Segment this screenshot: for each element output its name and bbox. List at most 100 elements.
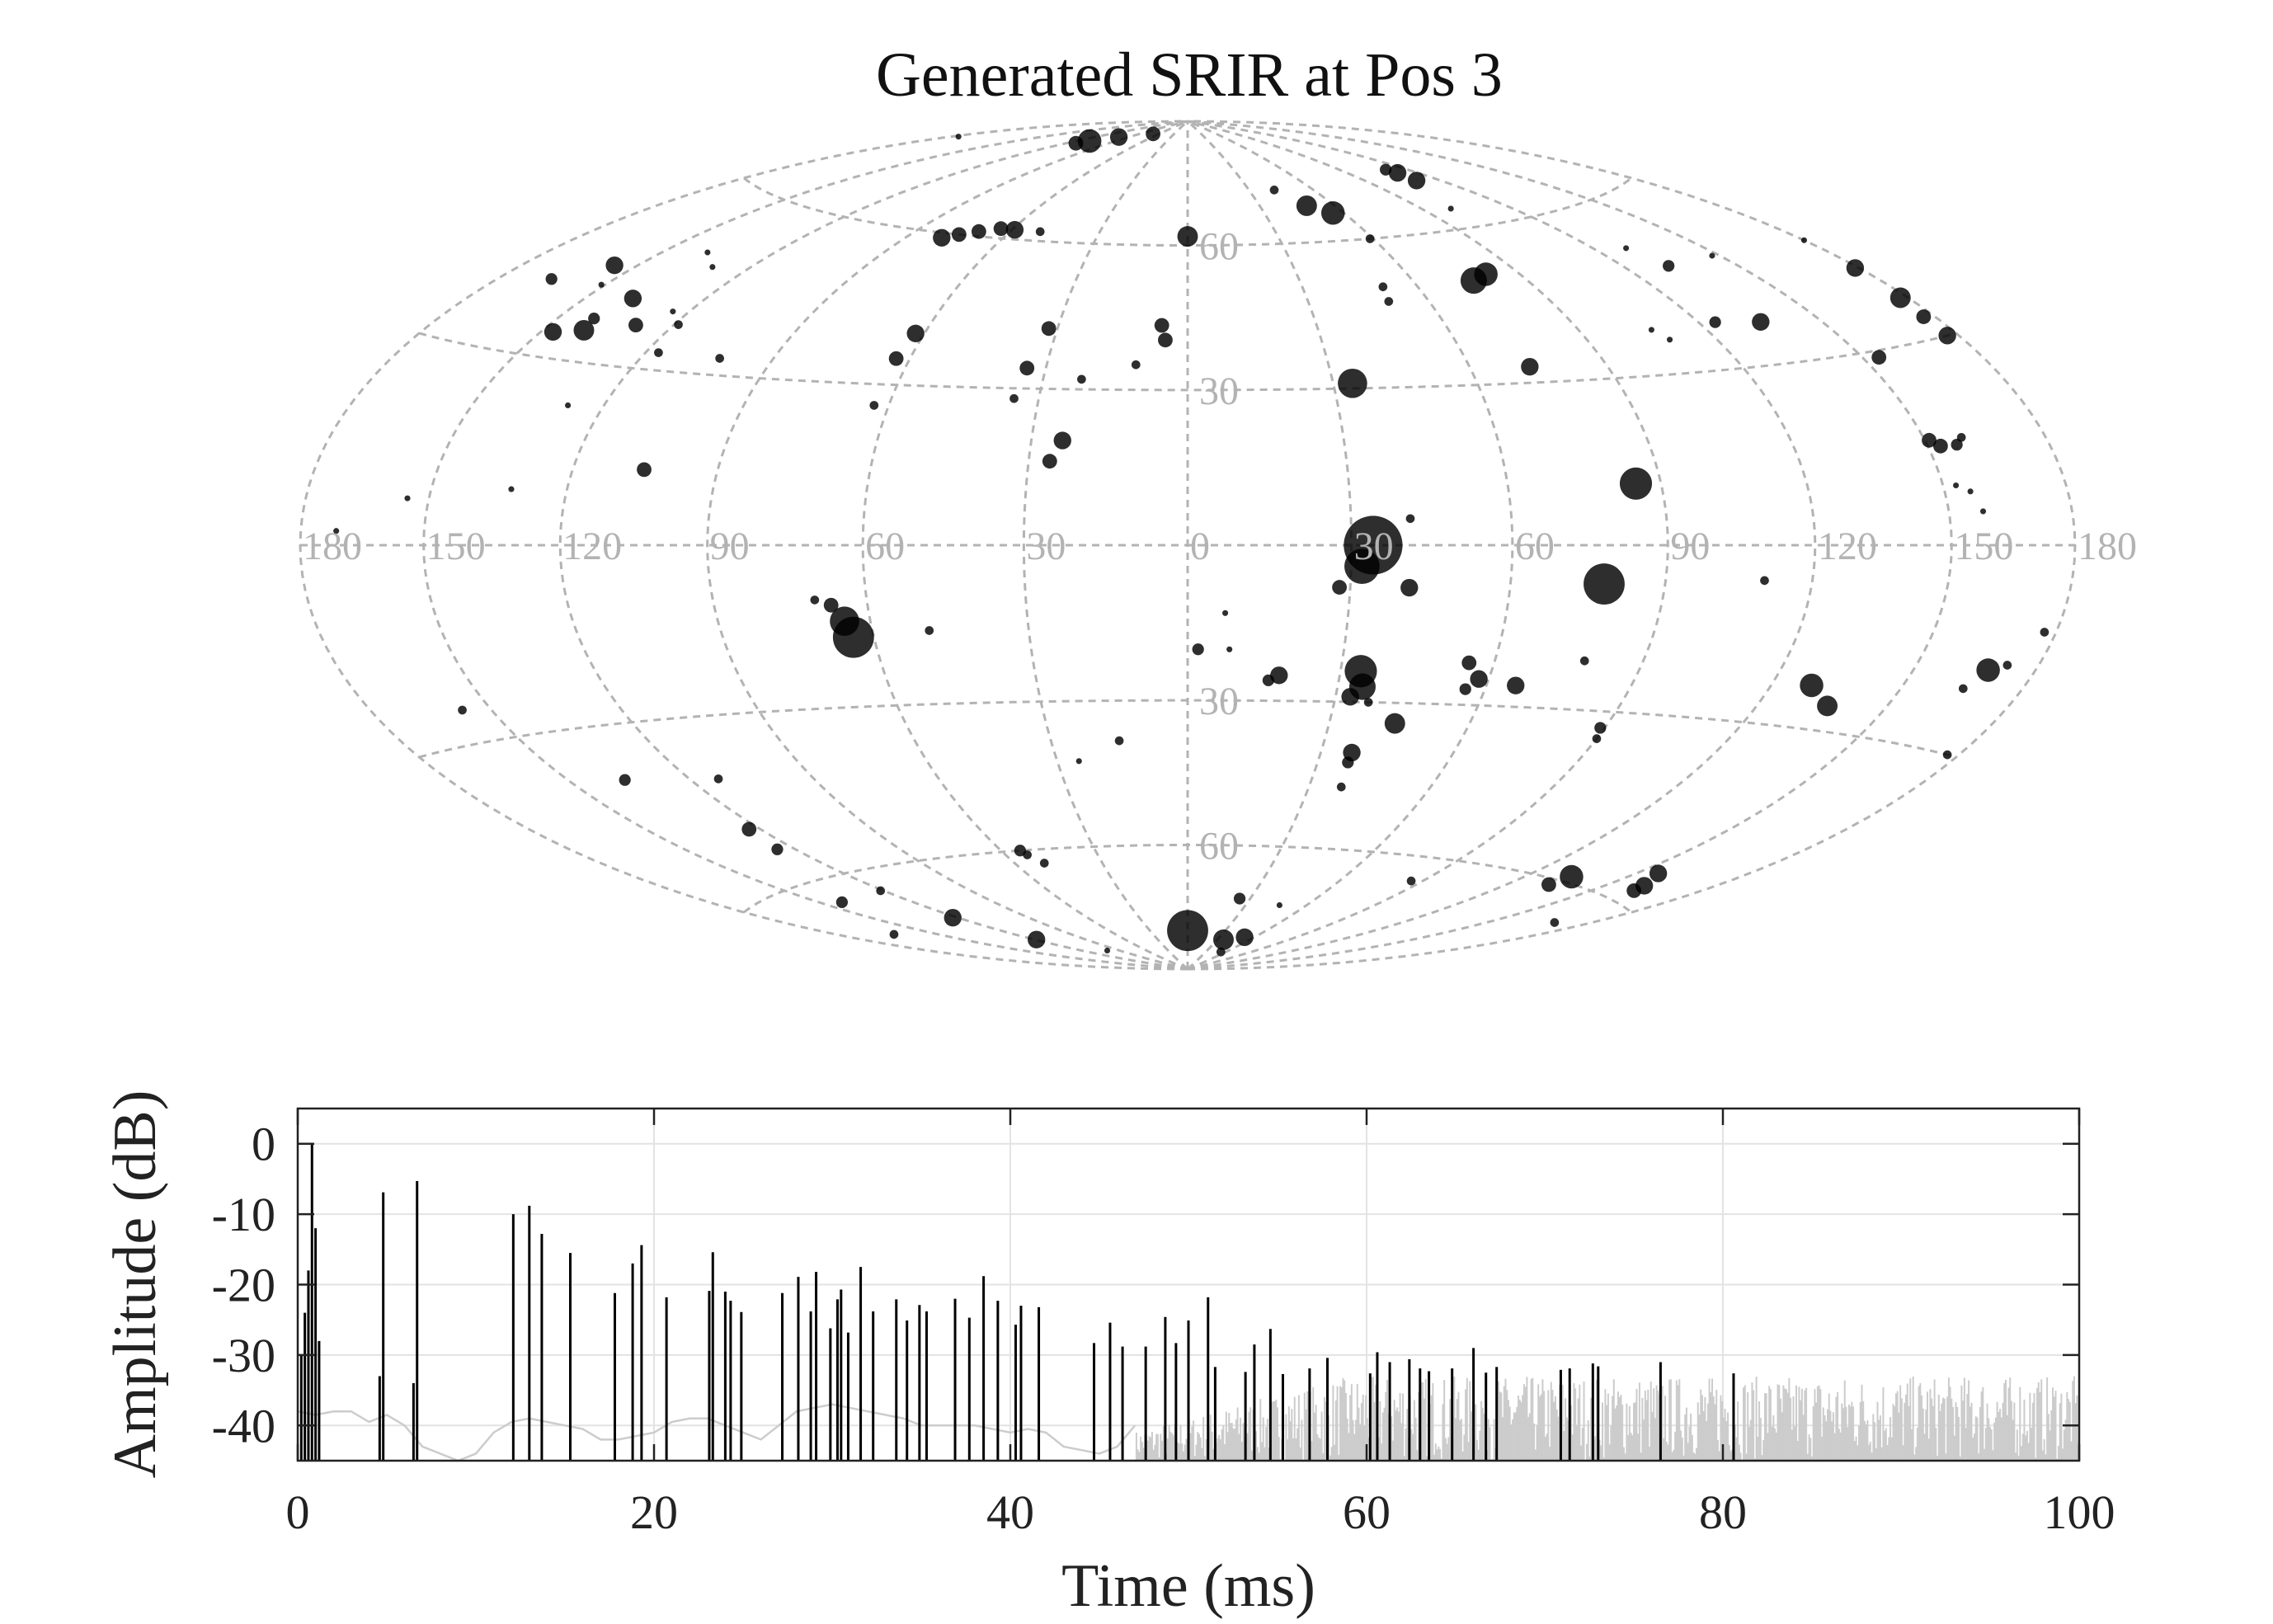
reflection-point	[1871, 350, 1887, 365]
reflection-point	[1114, 736, 1124, 746]
reflection-point	[619, 774, 631, 786]
lon-tick-label: 180	[2078, 525, 2137, 568]
reflection-point	[1384, 297, 1394, 306]
plot-frame	[296, 1107, 2081, 1462]
lon-tick-label: 0	[1190, 525, 1210, 568]
reflection-point	[1922, 432, 1937, 448]
reflection-series	[299, 1143, 1735, 1461]
lon-tick-label: 180	[303, 525, 362, 568]
lon-tick-label: 150	[1954, 525, 2013, 568]
reflection-point	[1342, 756, 1354, 769]
reflection-point	[951, 227, 967, 242]
reflection-point	[1027, 930, 1046, 949]
reflection-point	[1226, 646, 1233, 652]
map-points	[333, 126, 2049, 957]
reflection-point	[1459, 683, 1471, 695]
reflection-point	[1177, 226, 1198, 247]
reflection-point	[1276, 901, 1282, 909]
reflection-point	[1958, 684, 1968, 694]
reflection-point	[876, 886, 886, 896]
reflection-point	[573, 319, 595, 341]
lon-tick-label: 90	[710, 525, 750, 568]
reflection-point	[1332, 580, 1347, 595]
reflection-point	[1035, 227, 1045, 237]
lat-tick-label: 30	[1199, 370, 1239, 413]
reflection-point	[944, 908, 962, 927]
reflection-point	[1648, 327, 1654, 333]
reflection-point	[1938, 327, 1956, 345]
reflection-point	[835, 896, 849, 908]
reflection-point	[1270, 666, 1288, 685]
reflection-point	[1235, 928, 1254, 947]
meridian-line	[706, 120, 1188, 971]
reflection-point	[458, 705, 467, 715]
reflection-point	[2040, 628, 2049, 637]
reflection-point	[637, 462, 652, 478]
x-tick-label: 0	[286, 1485, 310, 1539]
reflection-point	[1019, 360, 1035, 376]
reflection-point	[545, 273, 558, 285]
reflection-point	[925, 626, 934, 635]
reflection-point	[1956, 432, 1966, 442]
x-tick-label: 80	[1699, 1485, 1747, 1539]
reflection-point	[1592, 734, 1602, 743]
parallel-line	[418, 699, 1957, 759]
reflection-point	[955, 134, 962, 140]
reflection-point	[674, 320, 683, 329]
reflection-point	[565, 402, 572, 409]
hammer-map: 180 150 120 90 60 30 0 30 60 90 120 150 180 60 30 30 60	[299, 120, 2137, 971]
reflection-point	[624, 289, 642, 308]
reflection-point	[1344, 548, 1380, 584]
reflection-point	[715, 354, 724, 363]
reflection-point	[1365, 234, 1375, 243]
lon-tick-label: 120	[562, 525, 622, 568]
reflection-point	[1889, 287, 1911, 308]
reflection-point	[1800, 237, 1808, 243]
reflection-point	[1077, 374, 1086, 384]
reflection-point	[1014, 845, 1026, 857]
reflection-point	[1262, 674, 1275, 687]
reflection-point	[1461, 655, 1477, 671]
reflection-point	[741, 821, 757, 837]
reflection-point	[1507, 676, 1525, 694]
reflection-point	[588, 313, 600, 325]
reflection-point	[1916, 309, 1932, 324]
reflection-point	[1666, 337, 1673, 343]
lon-tick-label: 60	[1515, 525, 1555, 568]
reflection-point	[404, 495, 411, 501]
reflection-point	[1068, 135, 1084, 151]
lat-tick-label: 30	[1199, 680, 1239, 723]
reflection-point	[1447, 205, 1454, 212]
reflection-point	[1213, 929, 1234, 950]
y-tick-label: -10	[212, 1188, 275, 1241]
reflection-point	[1388, 163, 1407, 182]
reflection-point	[1042, 454, 1057, 469]
y-tick-label: -40	[212, 1399, 275, 1452]
lat-tick-label: 60	[1199, 824, 1239, 868]
y-tick-label: 0	[252, 1118, 275, 1171]
lon-tick-label: 90	[1670, 525, 1710, 568]
reflection-point	[1470, 670, 1488, 688]
reflection-point	[654, 348, 663, 357]
reflection-point	[1594, 722, 1607, 734]
reflection-point	[1222, 610, 1229, 616]
reflection-point	[1663, 260, 1675, 272]
reflection-point	[1541, 877, 1556, 892]
reflection-point	[1405, 514, 1415, 524]
lat-tick-label: 60	[1199, 225, 1239, 269]
y-tick-label: -20	[212, 1259, 275, 1312]
reflection-point	[1942, 750, 1952, 760]
reflection-point	[823, 597, 839, 613]
reflection-point	[1400, 578, 1419, 597]
reflection-point	[1077, 129, 1102, 153]
reflection-point	[1579, 656, 1589, 666]
x-axis-label: Time (ms)	[1061, 1552, 1315, 1620]
lon-tick-label: 30	[1354, 525, 1394, 568]
reflection-point	[1709, 316, 1721, 328]
reflection-point	[1053, 431, 1071, 450]
reflection-point	[1363, 698, 1373, 707]
reflection-point	[1075, 758, 1082, 765]
ir-axes: 0 20 40 60 80 100 0 -10 -20 -30 -40	[212, 1107, 2115, 1539]
reflection-point	[771, 843, 784, 855]
